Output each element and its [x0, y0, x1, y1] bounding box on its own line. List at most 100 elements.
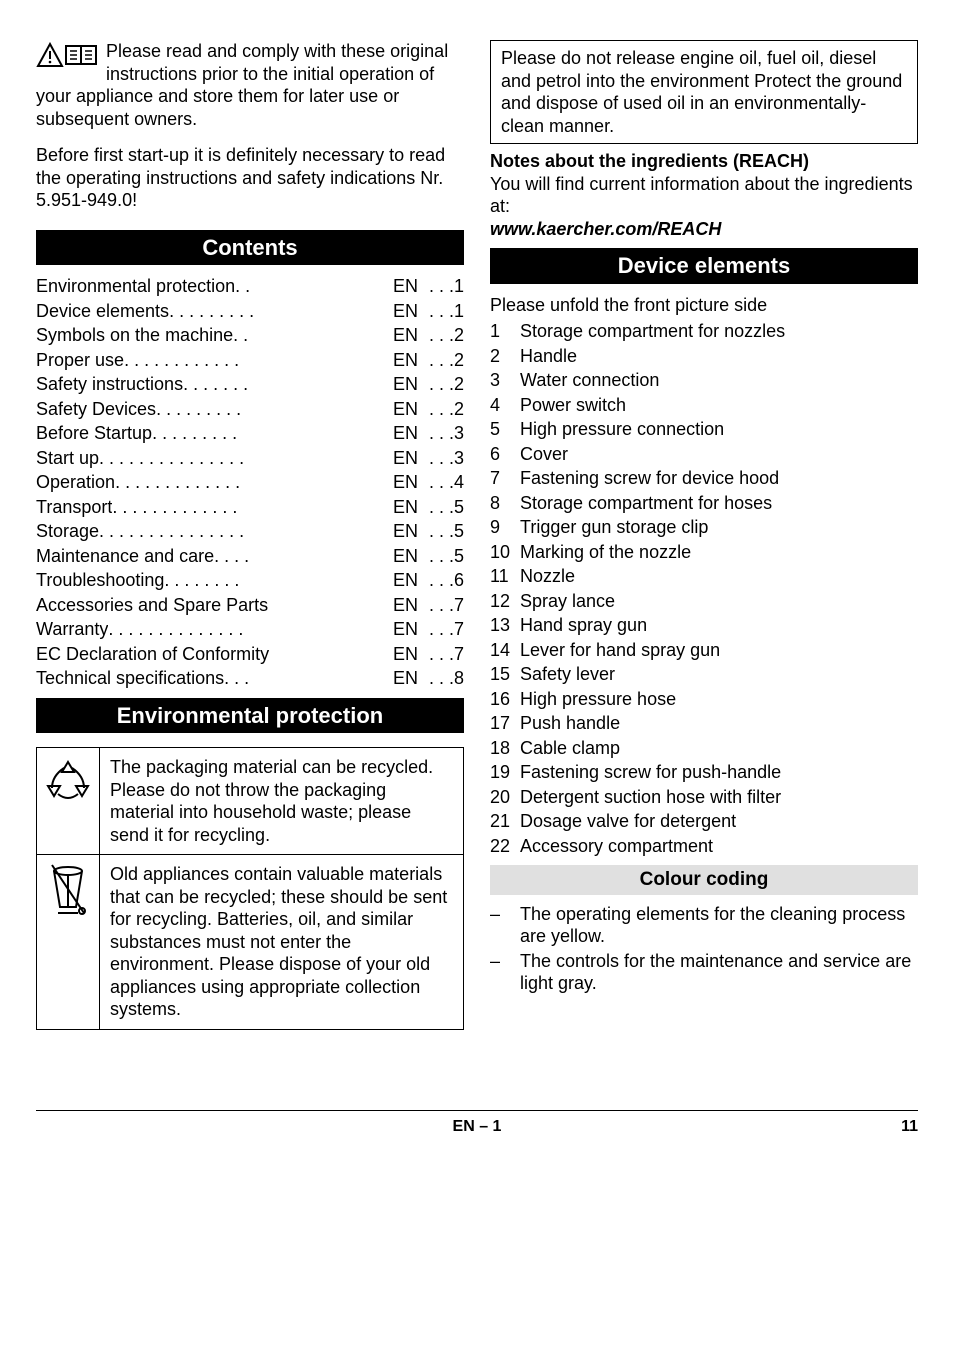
- list-number: 20: [490, 786, 520, 809]
- reach-url: www.kaercher.com/REACH: [490, 218, 918, 241]
- toc-page: . . .3: [418, 422, 464, 445]
- reach-text: You will find current information about …: [490, 173, 918, 218]
- list-text: Fastening screw for push-handle: [520, 761, 781, 784]
- list-item: 20Detergent suction hose with filter: [490, 786, 918, 809]
- toc-dots: . . . . . . . . .: [169, 300, 382, 323]
- list-item: 13Hand spray gun: [490, 614, 918, 637]
- toc-dots: . . . .: [214, 545, 382, 568]
- list-text: Accessory compartment: [520, 835, 713, 858]
- toc-row: Before Startup . . . . . . . . .EN. . .3: [36, 422, 464, 445]
- oil-warning-box: Please do not release engine oil, fuel o…: [490, 40, 918, 144]
- list-item: 8Storage compartment for hoses: [490, 492, 918, 515]
- toc-dots: . . . . . . . .: [164, 569, 382, 592]
- toc-lang: EN: [382, 300, 418, 323]
- toc-lang: EN: [382, 618, 418, 641]
- list-item: 21Dosage valve for detergent: [490, 810, 918, 833]
- intro-paragraph-2: Before first start-up it is definitely n…: [36, 144, 464, 212]
- toc-dots: . .: [233, 324, 382, 347]
- toc-dots: . . . . . . . . . . . . . . .: [99, 520, 382, 543]
- toc-row: Safety instructions . . . . . . .EN. . .…: [36, 373, 464, 396]
- toc-row: Symbols on the machine . .EN. . .2: [36, 324, 464, 347]
- toc-page: . . .7: [418, 594, 464, 617]
- toc-row: Troubleshooting . . . . . . . .EN. . .6: [36, 569, 464, 592]
- toc-page: . . .5: [418, 520, 464, 543]
- device-elements-heading: Device elements: [490, 248, 918, 284]
- list-item: –The controls for the maintenance and se…: [490, 950, 918, 995]
- toc-title: Symbols on the machine: [36, 324, 233, 347]
- env-table: The packaging material can be recycled. …: [36, 747, 464, 1030]
- toc-page: . . .3: [418, 447, 464, 470]
- list-item: 19Fastening screw for push-handle: [490, 761, 918, 784]
- colour-list: –The operating elements for the cleaning…: [490, 903, 918, 995]
- list-text: High pressure hose: [520, 688, 676, 711]
- list-number: 19: [490, 761, 520, 784]
- toc-title: EC Declaration of Conformity: [36, 643, 269, 666]
- list-number: 12: [490, 590, 520, 613]
- toc-row: Warranty. . . . . . . . . . . . . .EN. .…: [36, 618, 464, 641]
- list-text: Detergent suction hose with filter: [520, 786, 781, 809]
- list-item: 7Fastening screw for device hood: [490, 467, 918, 490]
- toc-dots: . . . . . . . . . . . .: [124, 349, 382, 372]
- list-text: Marking of the nozzle: [520, 541, 691, 564]
- list-item: 11Nozzle: [490, 565, 918, 588]
- toc-lang: EN: [382, 643, 418, 666]
- list-item: 18Cable clamp: [490, 737, 918, 760]
- toc-dots: . . . . . . . . . . . . . . .: [99, 447, 382, 470]
- list-text: Cable clamp: [520, 737, 620, 760]
- toc-title: Storage: [36, 520, 99, 543]
- list-number: 13: [490, 614, 520, 637]
- list-number: 15: [490, 663, 520, 686]
- toc-row: Device elements. . . . . . . . .EN. . .1: [36, 300, 464, 323]
- list-dash: –: [490, 950, 520, 995]
- toc-lang: EN: [382, 569, 418, 592]
- list-number: 2: [490, 345, 520, 368]
- toc-lang: EN: [382, 447, 418, 470]
- toc-page: . . .5: [418, 545, 464, 568]
- list-text: Dosage valve for detergent: [520, 810, 736, 833]
- toc-page: . . .4: [418, 471, 464, 494]
- list-item: 2Handle: [490, 345, 918, 368]
- list-item: 3Water connection: [490, 369, 918, 392]
- list-number: 11: [490, 565, 520, 588]
- device-list: 1Storage compartment for nozzles2Handle3…: [490, 320, 918, 857]
- toc-row: Transport . . . . . . . . . . . . .EN. .…: [36, 496, 464, 519]
- list-number: 10: [490, 541, 520, 564]
- list-number: 9: [490, 516, 520, 539]
- list-item: 22Accessory compartment: [490, 835, 918, 858]
- toc-lang: EN: [382, 545, 418, 568]
- list-item: 10Marking of the nozzle: [490, 541, 918, 564]
- toc-lang: EN: [382, 275, 418, 298]
- device-intro: Please unfold the front picture side: [490, 294, 918, 317]
- toc-page: . . .2: [418, 349, 464, 372]
- toc-page: . . .7: [418, 618, 464, 641]
- list-number: 17: [490, 712, 520, 735]
- toc-row: Accessories and Spare PartsEN. . .7: [36, 594, 464, 617]
- list-item: 5High pressure connection: [490, 418, 918, 441]
- list-item: –The operating elements for the cleaning…: [490, 903, 918, 948]
- toc-dots: . . . . . . . . . . . . .: [112, 496, 382, 519]
- toc-dots: . . . . . . . . . . . . . .: [108, 618, 382, 641]
- toc-lang: EN: [382, 594, 418, 617]
- env-protection-heading: Environmental protection: [36, 698, 464, 734]
- toc-title: Device elements: [36, 300, 169, 323]
- list-number: 18: [490, 737, 520, 760]
- toc-row: Environmental protection . .EN. . .1: [36, 275, 464, 298]
- toc-row: Safety Devices . . . . . . . . .EN. . .2: [36, 398, 464, 421]
- list-number: 21: [490, 810, 520, 833]
- list-text: Push handle: [520, 712, 620, 735]
- toc-dots: . . . . . . . . .: [152, 422, 382, 445]
- reach-heading: Notes about the ingredients (REACH): [490, 150, 918, 173]
- list-text: Lever for hand spray gun: [520, 639, 720, 662]
- list-number: 6: [490, 443, 520, 466]
- list-number: 14: [490, 639, 520, 662]
- toc-lang: EN: [382, 520, 418, 543]
- toc-page: . . .2: [418, 324, 464, 347]
- list-item: 17Push handle: [490, 712, 918, 735]
- toc-page: . . .7: [418, 643, 464, 666]
- toc-title: Operation: [36, 471, 115, 494]
- toc-list: Environmental protection . .EN. . .1Devi…: [36, 275, 464, 690]
- toc-row: Maintenance and care . . . .EN. . .5: [36, 545, 464, 568]
- toc-dots: . . . . . . . . . . . . .: [115, 471, 382, 494]
- list-item: 1Storage compartment for nozzles: [490, 320, 918, 343]
- list-text: Power switch: [520, 394, 626, 417]
